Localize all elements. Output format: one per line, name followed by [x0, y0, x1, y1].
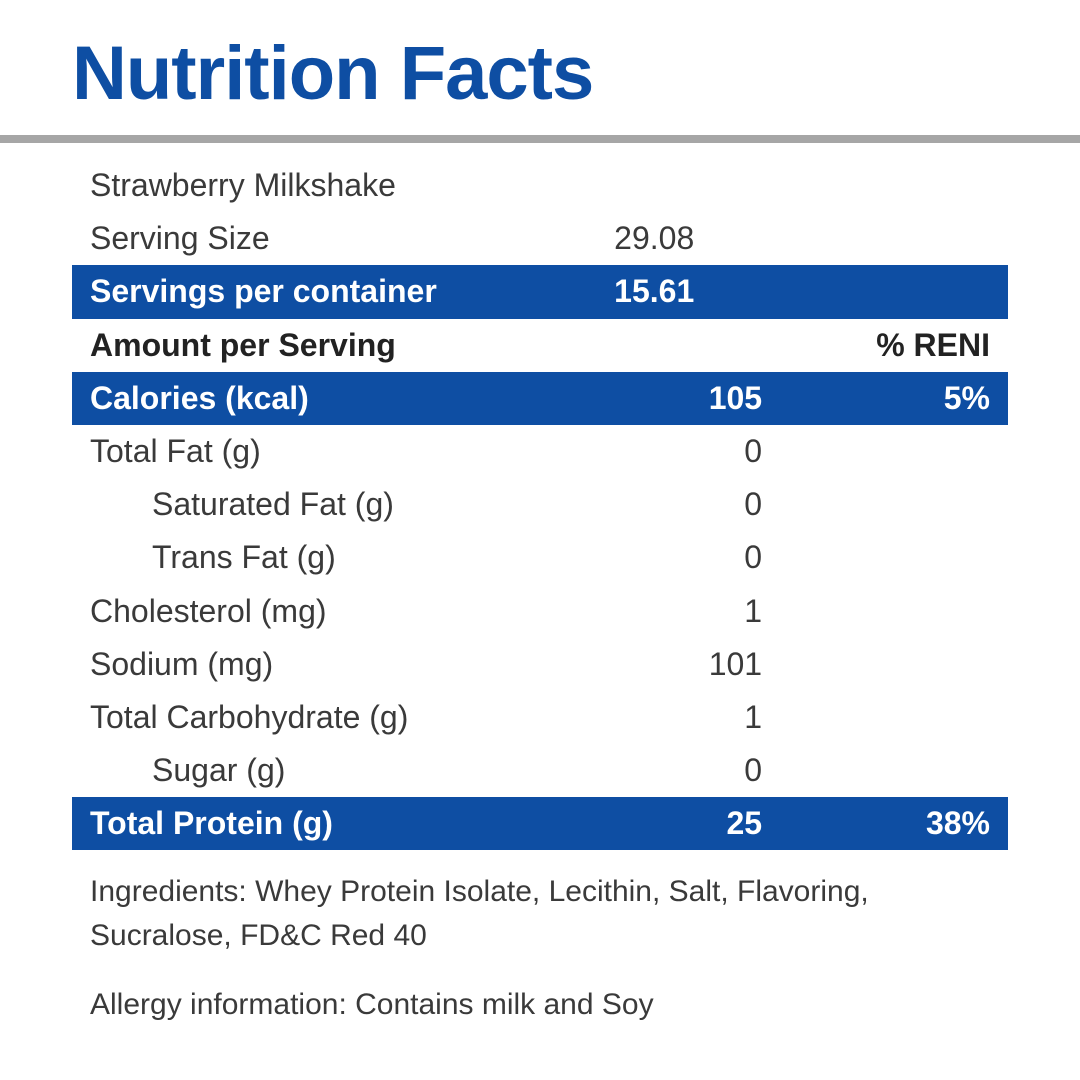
nutrient-label: Cholesterol (mg)	[72, 585, 596, 638]
percent-reni-header: % RENI	[802, 319, 1008, 372]
nutrient-value: 0	[596, 744, 802, 797]
amount-header-row: Amount per Serving % RENI	[72, 319, 1008, 372]
nutrient-value: 1	[596, 691, 802, 744]
nutrient-row: Calories (kcal)1055%	[72, 372, 1008, 425]
nutrient-value: 0	[596, 425, 802, 478]
nutrient-value: 0	[596, 531, 802, 584]
nutrient-percent	[802, 585, 1008, 638]
nutrient-label: Saturated Fat (g)	[72, 478, 596, 531]
allergy-text: Allergy information: Contains milk and S…	[90, 983, 1008, 1027]
nutrient-percent	[802, 425, 1008, 478]
nutrient-value: 105	[596, 372, 802, 425]
servings-per-container-value: 15.61	[596, 265, 802, 318]
product-name-row: Strawberry Milkshake	[72, 159, 1008, 212]
product-name: Strawberry Milkshake	[72, 159, 596, 212]
nutrient-percent: 5%	[802, 372, 1008, 425]
nutrient-percent	[802, 638, 1008, 691]
nutrient-label: Total Fat (g)	[72, 425, 596, 478]
nutrient-label: Sugar (g)	[72, 744, 596, 797]
ingredients-text: Ingredients: Whey Protein Isolate, Lecit…	[90, 870, 1008, 957]
nutrient-label: Sodium (mg)	[72, 638, 596, 691]
serving-size-value: 29.08	[596, 212, 802, 265]
nutrient-percent: 38%	[802, 797, 1008, 850]
nutrient-percent	[802, 691, 1008, 744]
nutrition-table-wrap: Strawberry Milkshake Serving Size 29.08 …	[0, 143, 1080, 850]
nutrition-table: Strawberry Milkshake Serving Size 29.08 …	[72, 159, 1008, 850]
nutrient-row: Total Carbohydrate (g)1	[72, 691, 1008, 744]
nutrient-label: Total Carbohydrate (g)	[72, 691, 596, 744]
nutrient-row: Total Protein (g)2538%	[72, 797, 1008, 850]
nutrient-label: Trans Fat (g)	[72, 531, 596, 584]
nutrient-percent	[802, 478, 1008, 531]
nutrient-row: Trans Fat (g)0	[72, 531, 1008, 584]
servings-per-container-row: Servings per container 15.61	[72, 265, 1008, 318]
nutrient-row: Total Fat (g)0	[72, 425, 1008, 478]
nutrient-row: Cholesterol (mg)1	[72, 585, 1008, 638]
nutrient-row: Sodium (mg)101	[72, 638, 1008, 691]
footer-text: Ingredients: Whey Protein Isolate, Lecit…	[0, 850, 1080, 1027]
nutrient-percent	[802, 744, 1008, 797]
nutrient-value: 25	[596, 797, 802, 850]
nutrient-value: 101	[596, 638, 802, 691]
nutrient-value: 0	[596, 478, 802, 531]
nutrient-value: 1	[596, 585, 802, 638]
servings-per-container-label: Servings per container	[72, 265, 596, 318]
serving-size-row: Serving Size 29.08	[72, 212, 1008, 265]
panel-title: Nutrition Facts	[0, 30, 1080, 143]
nutrition-facts-panel: Nutrition Facts Strawberry Milkshake Ser…	[0, 30, 1080, 1027]
nutrient-label: Total Protein (g)	[72, 797, 596, 850]
nutrient-label: Calories (kcal)	[72, 372, 596, 425]
nutrient-row: Saturated Fat (g)0	[72, 478, 1008, 531]
nutrient-percent	[802, 531, 1008, 584]
nutrient-row: Sugar (g)0	[72, 744, 1008, 797]
amount-header-label: Amount per Serving	[72, 319, 596, 372]
serving-size-label: Serving Size	[72, 212, 596, 265]
